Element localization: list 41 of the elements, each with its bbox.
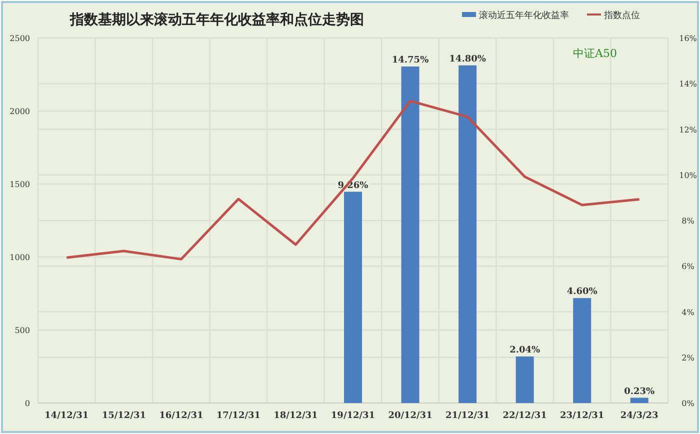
bar [630, 398, 648, 403]
x-tick-label: 21/12/31 [445, 411, 490, 421]
data-label: 14.80% [449, 54, 486, 64]
bar [344, 192, 362, 403]
y2-tick-label: 2% [682, 353, 695, 362]
chart-title: 指数基期以来滚动五年年化收益率和点位走势图 [69, 11, 364, 28]
y-tick-label: 1000 [10, 253, 30, 262]
x-tick-label: 19/12/31 [330, 411, 376, 421]
x-tick-label: 20/12/31 [388, 411, 432, 421]
y2-tick-label: 0% [682, 399, 695, 408]
y-tick-label: 2500 [10, 34, 30, 43]
x-tick-label: 15/12/31 [102, 411, 146, 421]
y2-tick-label: 10% [679, 170, 698, 180]
data-label: 2.04% [510, 345, 540, 356]
y2-tick-label: 16% [679, 34, 698, 43]
x-tick-label: 23/12/31 [560, 411, 604, 421]
bar [401, 66, 420, 403]
data-label: 0.23% [624, 386, 656, 397]
legend-label: 滚动近五年年化收益率 [479, 10, 569, 21]
bar [573, 298, 592, 403]
legend-label: 指数点位 [603, 10, 640, 21]
y-tick-label: 500 [14, 326, 30, 335]
x-tick-label: 17/12/31 [216, 411, 261, 421]
y-tick-label: 1500 [10, 180, 30, 189]
x-tick-label: 24/3/23 [620, 411, 658, 421]
x-tick-label: 18/12/31 [274, 411, 318, 421]
y-tick-label: 0 [24, 399, 30, 408]
x-tick-label: 14/12/31 [44, 411, 89, 421]
data-label: 4.60% [566, 287, 598, 298]
annotation: 中证A50 [573, 47, 617, 60]
y2-tick-label: 14% [679, 80, 698, 89]
y-tick-label: 2000 [10, 107, 30, 116]
y2-tick-label: 12% [679, 125, 698, 134]
y2-tick-label: 8% [682, 216, 695, 226]
x-tick-label: 22/12/31 [502, 411, 547, 421]
bar [458, 65, 477, 403]
y2-tick-label: 4% [682, 308, 695, 317]
bar [516, 356, 534, 403]
y2-tick-label: 6% [682, 262, 695, 272]
data-label: 14.75% [392, 56, 430, 66]
x-tick-label: 16/12/31 [159, 411, 204, 421]
